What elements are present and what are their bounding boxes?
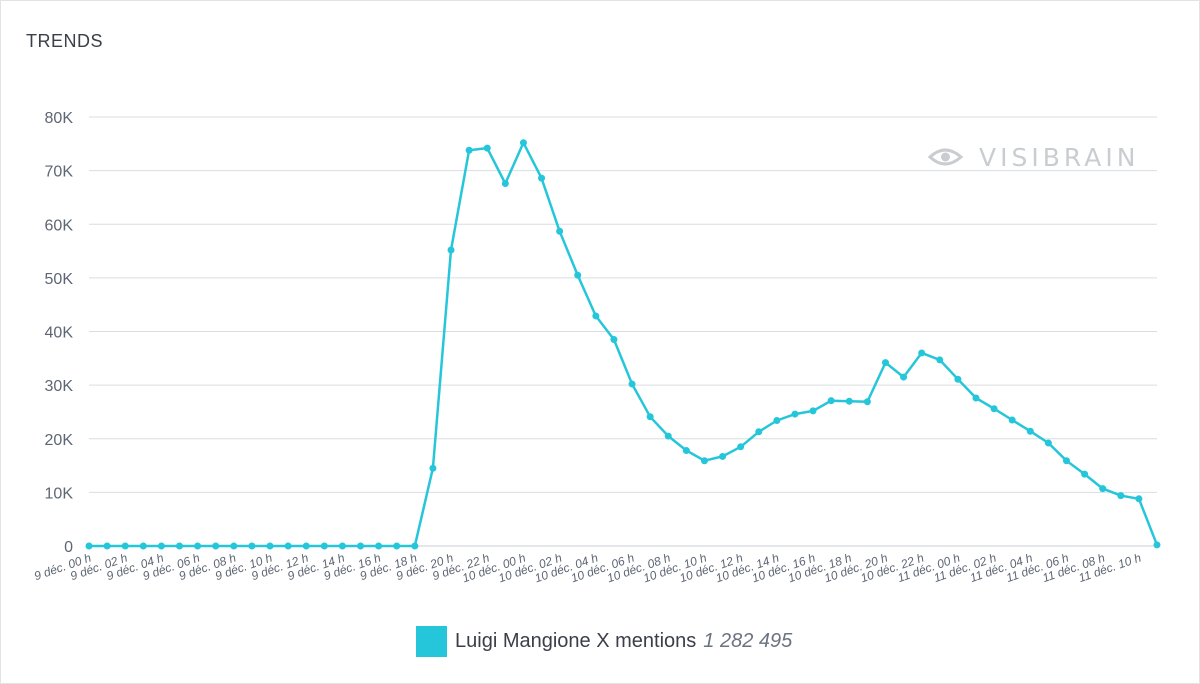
y-tick-label: 60K [45, 217, 74, 234]
data-point[interactable] [936, 356, 944, 364]
data-point[interactable] [103, 542, 111, 550]
data-point[interactable] [519, 139, 527, 147]
data-point[interactable] [900, 373, 908, 381]
data-point[interactable] [483, 144, 491, 152]
data-point[interactable] [990, 405, 998, 413]
y-tick-label: 0 [64, 539, 73, 556]
data-point[interactable] [447, 246, 455, 254]
legend-label[interactable]: Luigi Mangione X mentions [455, 630, 697, 652]
data-point[interactable] [230, 542, 238, 550]
eye-logo-icon [927, 148, 964, 166]
data-point[interactable] [85, 542, 93, 550]
legend[interactable]: Luigi Mangione X mentions 1 282 495 [416, 626, 792, 657]
data-point[interactable] [194, 542, 202, 550]
data-point[interactable] [121, 542, 129, 550]
data-point[interactable] [1117, 492, 1125, 500]
x-axis: 9 déc. 00 h9 déc. 02 h9 déc. 04 h9 déc. … [32, 550, 1143, 585]
data-point[interactable] [610, 336, 618, 344]
y-tick-label: 40K [45, 325, 74, 342]
data-point[interactable] [1062, 457, 1070, 465]
data-point[interactable] [918, 349, 926, 357]
data-point[interactable] [791, 410, 799, 418]
data-point[interactable] [592, 312, 600, 320]
data-point[interactable] [972, 394, 980, 402]
data-point[interactable] [411, 542, 419, 550]
y-axis: 0 10K 20K 30K 40K 50K 60K 70K 80K [45, 110, 74, 556]
data-point[interactable] [266, 542, 274, 550]
data-point[interactable] [538, 174, 546, 182]
data-point[interactable] [827, 397, 835, 405]
data-point[interactable] [248, 542, 256, 550]
data-point[interactable] [737, 443, 745, 451]
data-point[interactable] [176, 542, 184, 550]
data-point[interactable] [212, 542, 220, 550]
data-point[interactable] [755, 428, 763, 436]
legend-swatch[interactable] [416, 626, 447, 657]
data-point[interactable] [845, 397, 853, 405]
data-point[interactable] [465, 146, 473, 154]
chart-title: TRENDS [26, 31, 104, 51]
y-tick-label: 70K [45, 164, 74, 181]
data-point[interactable] [556, 227, 564, 235]
data-point[interactable] [1135, 495, 1143, 503]
series-line [89, 141, 1159, 548]
legend-total: 1 282 495 [703, 630, 793, 652]
data-point[interactable] [302, 542, 310, 550]
y-tick-label: 20K [45, 432, 74, 449]
data-point[interactable] [501, 179, 509, 187]
visibrain-watermark: VISIBRAIN [927, 143, 1139, 172]
data-point[interactable] [320, 542, 328, 550]
data-point[interactable] [773, 417, 781, 425]
data-point[interactable] [393, 542, 401, 550]
data-point[interactable] [719, 452, 727, 460]
data-point[interactable] [700, 457, 708, 465]
y-tick-label: 10K [45, 485, 74, 502]
data-point[interactable] [628, 380, 636, 388]
data-point[interactable] [1081, 470, 1089, 478]
y-tick-label: 50K [45, 271, 74, 288]
data-point[interactable] [809, 407, 817, 415]
data-point[interactable] [646, 413, 654, 421]
series-points [85, 139, 1161, 550]
data-point[interactable] [954, 375, 962, 383]
data-point[interactable] [375, 542, 383, 550]
data-point[interactable] [1099, 485, 1107, 493]
y-tick-label: 80K [45, 110, 74, 127]
data-point[interactable] [1044, 439, 1052, 447]
data-point[interactable] [1153, 541, 1161, 549]
data-point[interactable] [157, 542, 165, 550]
eye-pupil-icon [941, 152, 950, 162]
data-point[interactable] [284, 542, 292, 550]
data-point[interactable] [357, 542, 365, 550]
data-point[interactable] [139, 542, 147, 550]
y-tick-label: 30K [45, 378, 74, 395]
data-point[interactable] [429, 464, 437, 472]
data-point[interactable] [664, 432, 672, 440]
watermark-text: VISIBRAIN [979, 143, 1139, 172]
gridlines [89, 116, 1157, 547]
data-point[interactable] [574, 271, 582, 279]
data-point[interactable] [1026, 427, 1034, 435]
data-point[interactable] [682, 447, 690, 455]
data-point[interactable] [863, 398, 871, 406]
data-point[interactable] [338, 542, 346, 550]
data-point[interactable] [881, 359, 889, 367]
data-point[interactable] [1008, 416, 1016, 424]
